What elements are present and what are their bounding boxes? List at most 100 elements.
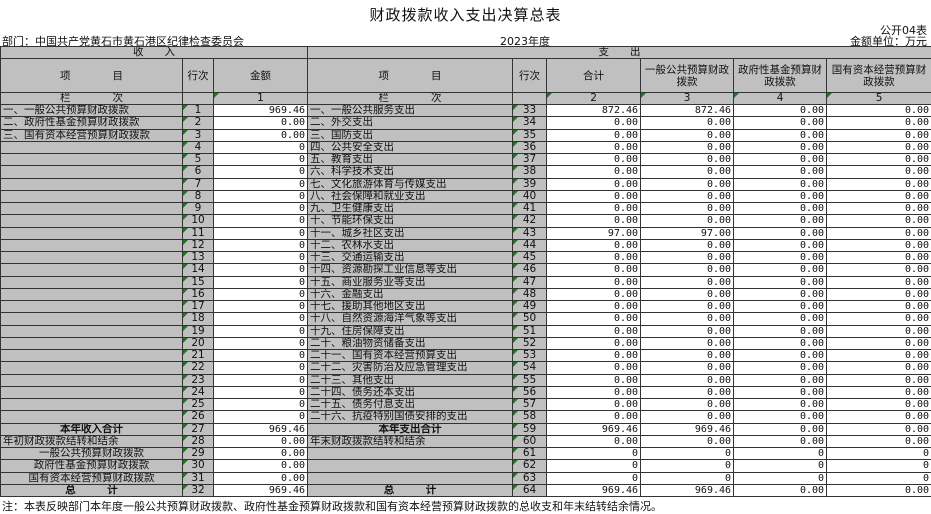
income-amount: 0 bbox=[214, 313, 308, 325]
expense-general-budget: 0.00 bbox=[641, 386, 734, 398]
expense-row-no: 34 bbox=[513, 117, 547, 129]
expense-state-capital: 0.00 bbox=[827, 362, 931, 374]
income-row-no: 26 bbox=[183, 411, 214, 423]
expense-general-budget: 0.00 bbox=[641, 215, 734, 227]
expense-gov-fund: 0.00 bbox=[734, 325, 827, 337]
income-item bbox=[1, 166, 183, 178]
expense-row-no: 64 bbox=[513, 484, 547, 496]
expense-row-no: 44 bbox=[513, 239, 547, 251]
income-item bbox=[1, 362, 183, 374]
expense-state-capital: 0.00 bbox=[827, 301, 931, 313]
expense-total: 0 bbox=[547, 460, 641, 472]
expense-item: 十六、金融支出 bbox=[308, 288, 513, 300]
expense-row-no: 50 bbox=[513, 313, 547, 325]
income-row-no: 20 bbox=[183, 337, 214, 349]
expense-state-capital: 0.00 bbox=[827, 313, 931, 325]
income-row-no: 16 bbox=[183, 288, 214, 300]
expense-item: 二十二、灾害防治及应急管理支出 bbox=[308, 362, 513, 374]
income-item bbox=[1, 386, 183, 398]
expense-general-budget: 0.00 bbox=[641, 203, 734, 215]
income-item bbox=[1, 301, 183, 313]
income-amount: 0 bbox=[214, 276, 308, 288]
income-row-no: 5 bbox=[183, 154, 214, 166]
expense-row-no: 46 bbox=[513, 264, 547, 276]
expense-gov-fund: 0.00 bbox=[734, 141, 827, 153]
expense-gov-fund: 0.00 bbox=[734, 117, 827, 129]
expense-gov-fund: 0.00 bbox=[734, 166, 827, 178]
expense-total: 0.00 bbox=[547, 337, 641, 349]
expense-general-budget: 0.00 bbox=[641, 374, 734, 386]
expense-state-capital: 0.00 bbox=[827, 141, 931, 153]
income-item: 三、国有资本经营预算财政拨款 bbox=[1, 129, 183, 141]
expense-row-no: 60 bbox=[513, 435, 547, 447]
expense-row-no: 43 bbox=[513, 227, 547, 239]
income-amount: 0.00 bbox=[214, 435, 308, 447]
gov-fund-header: 政府性基金预算财政拨款 bbox=[734, 59, 827, 93]
expense-row-no: 57 bbox=[513, 399, 547, 411]
expense-general-budget: 0 bbox=[641, 448, 734, 460]
expense-total: 0.00 bbox=[547, 252, 641, 264]
income-amount: 0 bbox=[214, 166, 308, 178]
expense-item: 十一、城乡社区支出 bbox=[308, 227, 513, 239]
income-amount: 0 bbox=[214, 288, 308, 300]
income-row-no: 31 bbox=[183, 472, 214, 484]
expense-item: 总 计 bbox=[308, 484, 513, 496]
expense-total: 0.00 bbox=[547, 325, 641, 337]
expense-state-capital: 0.00 bbox=[827, 423, 931, 435]
expense-gov-fund: 0 bbox=[734, 460, 827, 472]
col-1: 1 bbox=[214, 93, 308, 105]
expense-item: 四、公共安全支出 bbox=[308, 141, 513, 153]
income-amount: 0.00 bbox=[214, 460, 308, 472]
expense-gov-fund: 0.00 bbox=[734, 313, 827, 325]
expense-state-capital: 0.00 bbox=[827, 386, 931, 398]
income-row-no: 2 bbox=[183, 117, 214, 129]
expense-gov-fund: 0.00 bbox=[734, 374, 827, 386]
expense-general-budget: 0.00 bbox=[641, 252, 734, 264]
expense-gov-fund: 0.00 bbox=[734, 399, 827, 411]
col-blank bbox=[513, 93, 547, 105]
expense-state-capital: 0.00 bbox=[827, 484, 931, 496]
expense-total: 872.46 bbox=[547, 105, 641, 117]
income-row-no: 6 bbox=[183, 166, 214, 178]
expense-gov-fund: 0.00 bbox=[734, 337, 827, 349]
expense-gov-fund: 0.00 bbox=[734, 301, 827, 313]
income-amount: 969.46 bbox=[214, 105, 308, 117]
expense-state-capital: 0.00 bbox=[827, 337, 931, 349]
expense-state-capital: 0.00 bbox=[827, 178, 931, 190]
expense-total: 0.00 bbox=[547, 264, 641, 276]
income-item bbox=[1, 178, 183, 190]
expense-state-capital: 0.00 bbox=[827, 105, 931, 117]
expense-total: 0.00 bbox=[547, 435, 641, 447]
expense-total: 0.00 bbox=[547, 362, 641, 374]
expense-item: 十九、住房保障支出 bbox=[308, 325, 513, 337]
expense-state-capital: 0.00 bbox=[827, 435, 931, 447]
expense-state-capital: 0.00 bbox=[827, 203, 931, 215]
expense-general-budget: 0.00 bbox=[641, 288, 734, 300]
income-item: 国有资本经营预算财政拨款 bbox=[1, 472, 183, 484]
expense-state-capital: 0.00 bbox=[827, 215, 931, 227]
expense-general-budget: 0.00 bbox=[641, 117, 734, 129]
expense-gov-fund: 0.00 bbox=[734, 252, 827, 264]
expense-row-no: 49 bbox=[513, 301, 547, 313]
expense-state-capital: 0.00 bbox=[827, 154, 931, 166]
col-5: 5 bbox=[827, 93, 931, 105]
expense-row-no: 59 bbox=[513, 423, 547, 435]
income-amount: 0 bbox=[214, 215, 308, 227]
expense-item: 九、卫生健康支出 bbox=[308, 203, 513, 215]
expense-rowno-header: 行次 bbox=[513, 59, 547, 93]
expense-state-capital: 0.00 bbox=[827, 288, 931, 300]
income-row-no: 24 bbox=[183, 386, 214, 398]
expense-row-no: 36 bbox=[513, 141, 547, 153]
expense-gov-fund: 0.00 bbox=[734, 264, 827, 276]
expense-general-budget: 0.00 bbox=[641, 178, 734, 190]
amount-header: 金额 bbox=[214, 59, 308, 93]
